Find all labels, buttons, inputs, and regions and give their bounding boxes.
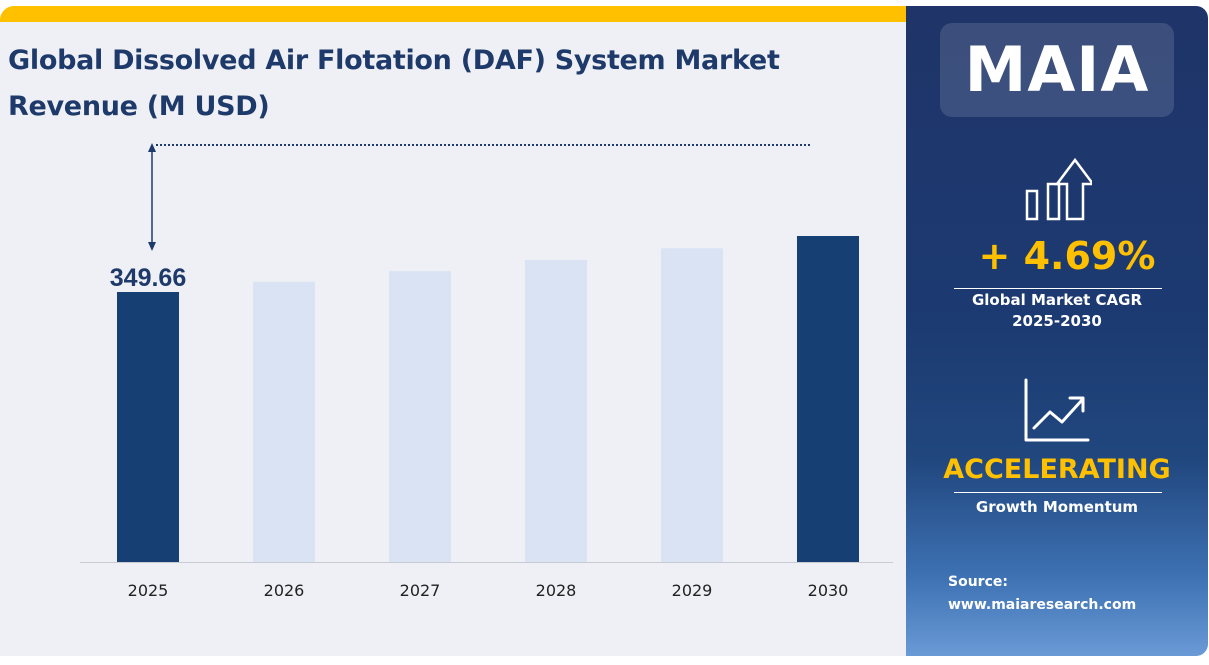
maia-logo: MAIA bbox=[940, 23, 1174, 117]
x-tick-label: 2026 bbox=[264, 581, 305, 600]
momentum-value: ACCELERATING bbox=[943, 454, 1171, 485]
title-line-1: Global Dissolved Air Flotation (DAF) Sys… bbox=[8, 45, 780, 76]
bar-chart-up-arrow-icon bbox=[1025, 157, 1092, 221]
cagr-label: Global Market CAGR bbox=[971, 291, 1143, 309]
bar-2030 bbox=[797, 236, 859, 562]
summary-panel: MAIA + 4.69% Global Market CAGR 2025-203… bbox=[906, 6, 1208, 656]
x-tick-label: 2028 bbox=[536, 581, 577, 600]
x-tick-label: 2030 bbox=[808, 581, 849, 600]
x-tick-label: 2029 bbox=[672, 581, 713, 600]
bar-2025 bbox=[117, 292, 179, 562]
x-tick-label: 2025 bbox=[128, 581, 169, 600]
divider bbox=[954, 288, 1162, 289]
arrow-head-down bbox=[148, 242, 156, 251]
data-label-2025: 349.66 bbox=[110, 264, 186, 292]
cagr-value: + 4.69% bbox=[978, 234, 1156, 278]
source-label: Source: bbox=[948, 574, 1008, 590]
divider bbox=[954, 492, 1162, 493]
source-url[interactable]: www.maiaresearch.com bbox=[948, 597, 1137, 613]
bar-chart: 2025 349.66 2026 2027 2028 2029 2030 bbox=[80, 143, 893, 600]
accent-bar bbox=[0, 6, 906, 22]
bar-2028 bbox=[525, 259, 587, 562]
x-tick-label: 2027 bbox=[400, 581, 441, 600]
bar-2029 bbox=[661, 248, 723, 562]
cagr-period: 2025-2030 bbox=[1012, 312, 1102, 330]
chart-title: Global Dissolved Air Flotation (DAF) Sys… bbox=[8, 38, 780, 130]
momentum-label: Growth Momentum bbox=[975, 498, 1139, 516]
arrow-head-up bbox=[148, 143, 156, 152]
bar-2027 bbox=[389, 271, 451, 562]
line-chart-trend-icon bbox=[1024, 378, 1090, 442]
title-line-2: Revenue (M USD) bbox=[8, 91, 270, 122]
bar-2026 bbox=[253, 281, 315, 562]
